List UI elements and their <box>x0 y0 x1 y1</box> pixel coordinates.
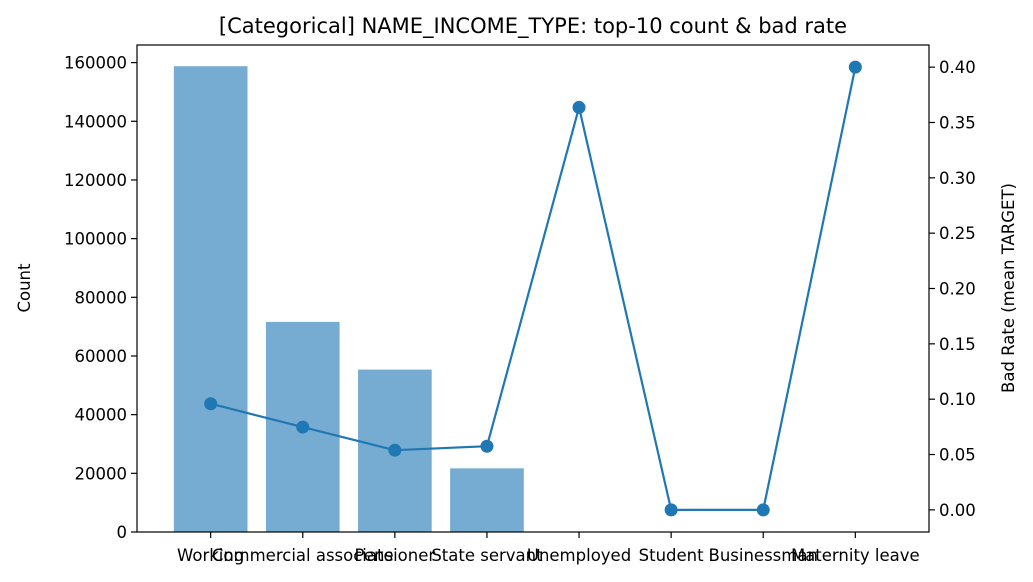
left-axis: 0 20000 40000 60000 80000 100000 120000 140000 1… <box>64 54 137 542</box>
right-tick-label: 0.15 <box>939 335 976 354</box>
left-axis-label: Count <box>15 263 34 313</box>
bars <box>173 66 893 533</box>
bad-rate-point <box>296 420 310 434</box>
chart-title: [Categorical] NAME_INCOME_TYPE: top-10 c… <box>219 14 847 39</box>
x-tick-label: State servant <box>431 546 543 565</box>
right-tick-label: 0.40 <box>939 58 976 77</box>
count-bar <box>173 66 248 533</box>
left-tick-label: 100000 <box>64 230 127 249</box>
bad-rate-line <box>210 66 857 511</box>
bad-rate-point <box>388 443 402 457</box>
right-tick-label: 0.35 <box>939 113 976 132</box>
bad-rate-point <box>204 397 218 411</box>
left-tick-label: 20000 <box>75 464 128 483</box>
count-bar <box>450 468 524 532</box>
bad-rate-point <box>848 60 862 74</box>
left-tick-label: 40000 <box>75 406 128 425</box>
x-tick-label: Working <box>177 546 244 565</box>
bad-rate-point <box>480 439 494 453</box>
bad-rate-point <box>572 100 586 114</box>
right-tick-label: 0.30 <box>939 169 976 188</box>
bad-rate-point <box>756 503 770 517</box>
left-tick-label: 60000 <box>75 347 128 366</box>
left-tick-label: 0 <box>117 523 128 542</box>
right-tick-label: 0.00 <box>939 501 976 520</box>
x-tick-label: Pensioner <box>355 546 436 565</box>
right-axis: 0.00 0.05 0.10 0.15 0.20 0.25 0.30 0.35 0.40 <box>929 58 976 520</box>
right-tick-label: 0.25 <box>939 224 976 243</box>
x-tick-label: Businessman <box>709 546 818 565</box>
right-tick-label: 0.10 <box>939 390 976 409</box>
x-tick-label: Commercial associate <box>212 546 394 565</box>
left-tick-label: 140000 <box>64 112 127 131</box>
right-axis-label: Bad Rate (mean TARGET) <box>999 183 1018 393</box>
x-tick-label: Maternity leave <box>791 546 920 565</box>
left-tick-label: 160000 <box>64 54 127 73</box>
left-tick-label: 80000 <box>75 288 128 307</box>
bad-rate-line-layer <box>204 60 862 517</box>
right-tick-label: 0.20 <box>939 280 976 299</box>
left-tick-label: 120000 <box>64 171 127 190</box>
right-tick-label: 0.05 <box>939 446 976 465</box>
bad-rate-point <box>664 503 678 517</box>
x-tick-label: Unemployed <box>527 546 631 565</box>
x-tick-label: Student <box>639 546 704 565</box>
